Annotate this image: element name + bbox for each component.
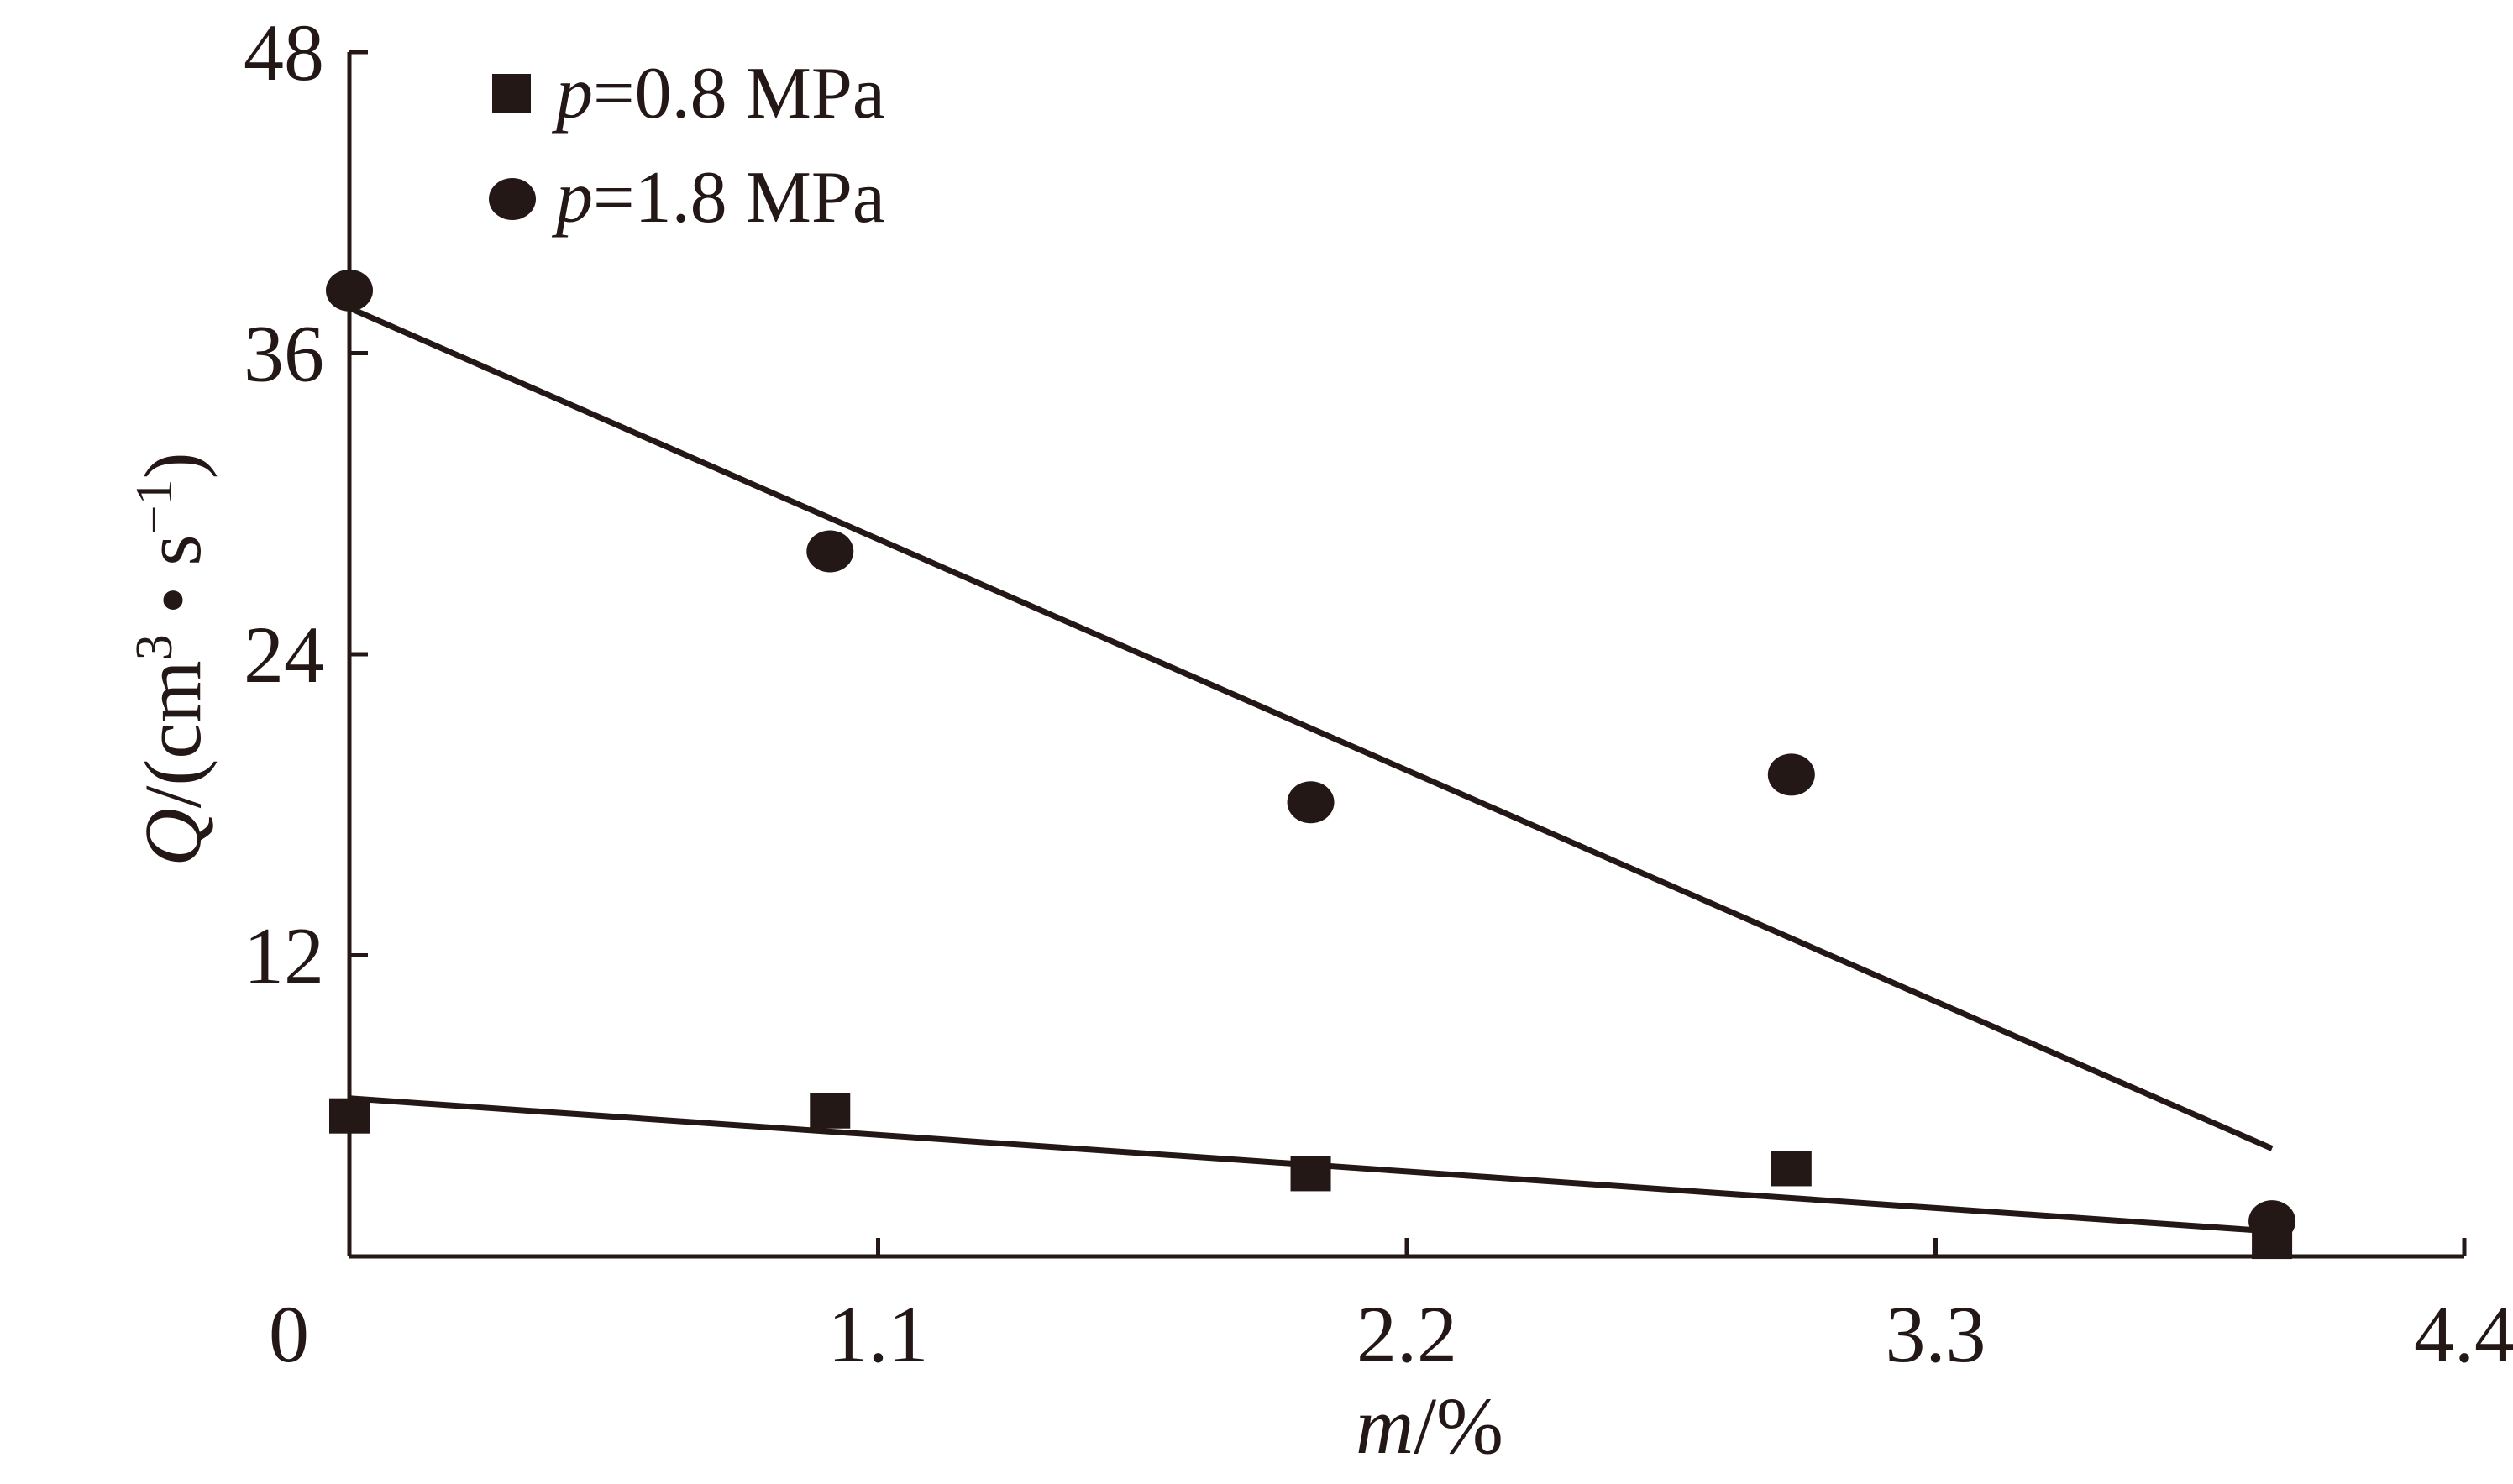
x-axis-title-var: m [1356, 1381, 1414, 1471]
legend-circle-marker [489, 178, 536, 220]
data-point-circle [1767, 753, 1815, 796]
data-point-circle [2248, 1200, 2296, 1243]
fit-line-series-2 [348, 305, 2274, 1151]
legend-square-marker [492, 74, 531, 113]
y-axis-title-sup2: −1 [126, 479, 183, 534]
y-axis-title-mid: • s [128, 534, 218, 634]
y-tick-label: 36 [244, 309, 324, 399]
y-tick-label: 48 [244, 8, 324, 97]
data-point-circle [806, 530, 854, 573]
x-tick-label: 2.2 [1356, 1289, 1457, 1379]
x-tick-label: 0 [269, 1289, 309, 1379]
x-tick-label: 3.3 [1886, 1289, 1986, 1379]
x-axis-title-unit: /% [1414, 1381, 1503, 1471]
data-point-circle [326, 269, 373, 312]
legend-label-series-2-var: p [551, 157, 593, 239]
x-tick-label: 4.4 [2414, 1289, 2513, 1379]
data-point-circle [1287, 781, 1335, 824]
y-tick-label: 24 [244, 610, 324, 700]
fit-lines [348, 305, 2274, 1235]
data-point-square [329, 1098, 370, 1134]
legend-label-series-2: p=1.8 MPa [551, 157, 885, 239]
data-point-square [1290, 1156, 1331, 1192]
y-axis-title-close: ) [128, 452, 218, 479]
y-axis-title-sup1: 3 [126, 634, 183, 660]
data-point-square [810, 1093, 851, 1129]
legend-label-series-1: p=0.8 MPa [551, 53, 885, 134]
y-axis-title: Q/(cm3 • s−1) [126, 452, 218, 866]
x-axis-title: m/% [1356, 1381, 1503, 1471]
ticks: 0 1.1 2.2 3.3 4.4 12 24 36 48 [244, 8, 2513, 1379]
y-axis-title-unit-open: /(cm [128, 660, 218, 808]
data-points [326, 269, 2296, 1260]
legend-label-series-1-var: p [551, 53, 593, 134]
y-tick-label: 12 [244, 911, 324, 1001]
y-axis-title-var: Q [128, 808, 218, 866]
legend-label-series-2-rest: =1.8 MPa [593, 157, 885, 239]
legend: p=0.8 MPa p=1.8 MPa [489, 53, 885, 239]
x-tick-label: 1.1 [828, 1289, 929, 1379]
data-point-square [1771, 1151, 1812, 1187]
legend-label-series-1-rest: =0.8 MPa [593, 53, 885, 134]
